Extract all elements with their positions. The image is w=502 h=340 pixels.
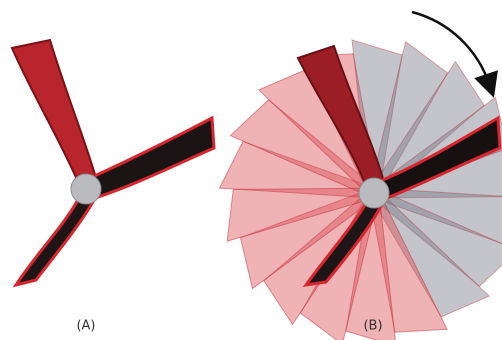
rotation-arrow xyxy=(411,10,498,98)
panel-label: (A) xyxy=(76,319,95,334)
blade-right xyxy=(88,115,216,200)
blade-right xyxy=(376,115,502,203)
hub xyxy=(358,177,390,209)
blade-upper xyxy=(296,44,386,188)
blade-upper xyxy=(10,38,98,184)
blade-lower xyxy=(12,194,97,288)
hub xyxy=(70,173,102,205)
blade-lower xyxy=(302,198,385,288)
propeller-b: (B) xyxy=(217,10,502,340)
propeller-a: (A) xyxy=(10,38,216,334)
panel-label: (B) xyxy=(363,319,382,334)
